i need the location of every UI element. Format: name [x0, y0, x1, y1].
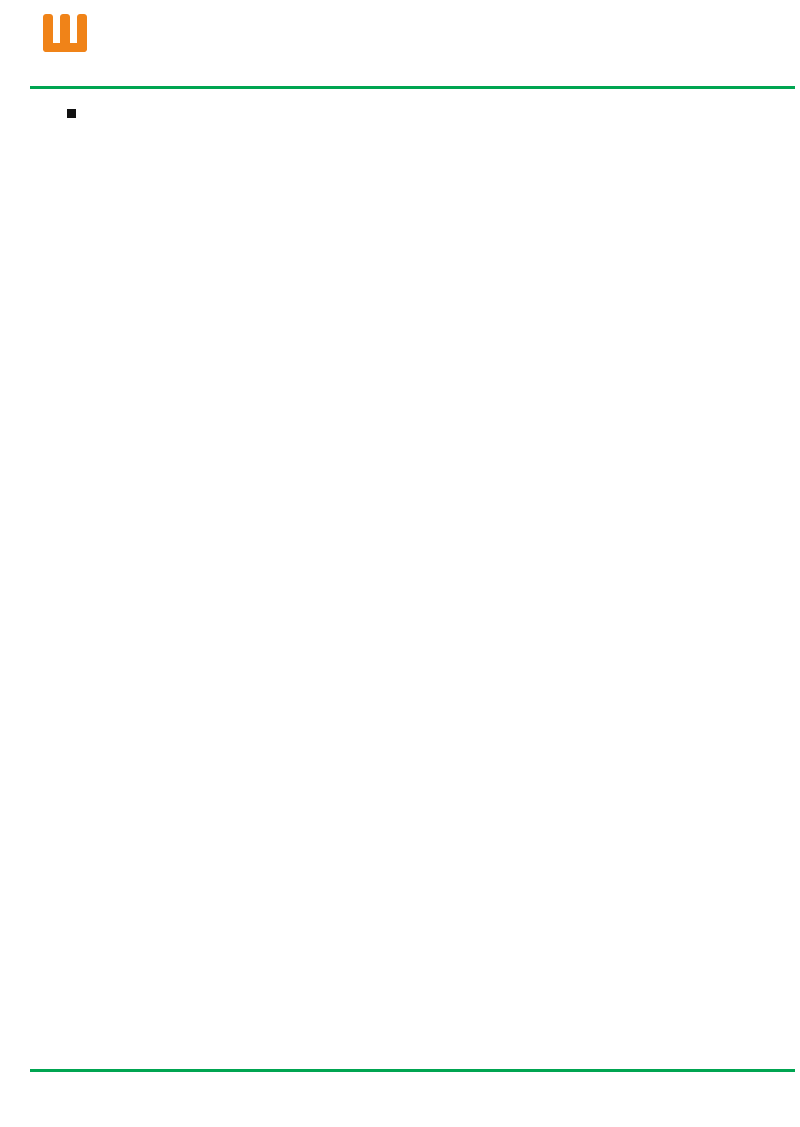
- yfw-logo: [40, 6, 89, 60]
- header-divider: [30, 86, 795, 89]
- logo-row: [40, 6, 89, 58]
- section-title: [67, 106, 83, 121]
- bullet-square-icon: [67, 109, 76, 118]
- footer-divider: [30, 1069, 795, 1072]
- logo-w-mark: [43, 14, 87, 52]
